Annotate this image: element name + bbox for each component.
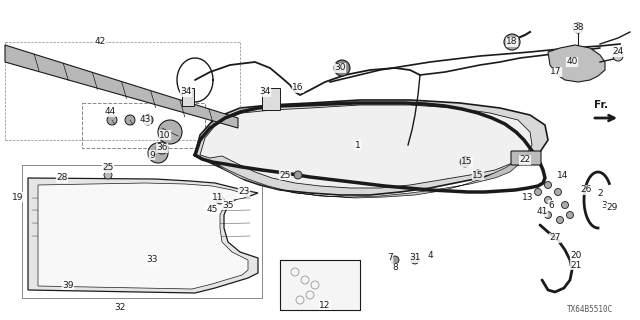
Text: 32: 32 [115, 303, 125, 313]
Text: Fr.: Fr. [594, 100, 608, 110]
Circle shape [104, 164, 112, 172]
Circle shape [460, 157, 470, 167]
Text: 31: 31 [409, 253, 420, 262]
Circle shape [411, 256, 419, 264]
Text: 2: 2 [597, 188, 603, 197]
Text: 27: 27 [549, 234, 561, 243]
Text: 14: 14 [557, 171, 569, 180]
Circle shape [561, 202, 568, 209]
Text: 9: 9 [149, 150, 155, 159]
Circle shape [557, 217, 563, 223]
Text: 36: 36 [156, 143, 168, 153]
Circle shape [158, 120, 182, 144]
Polygon shape [280, 260, 360, 310]
Text: 19: 19 [12, 193, 24, 202]
Polygon shape [210, 158, 520, 198]
Polygon shape [200, 105, 532, 188]
Circle shape [573, 23, 583, 33]
Polygon shape [28, 178, 258, 293]
Polygon shape [5, 45, 238, 128]
Text: 26: 26 [580, 186, 592, 195]
Text: 41: 41 [536, 207, 548, 217]
Circle shape [148, 143, 168, 163]
Circle shape [143, 115, 153, 125]
Text: 33: 33 [147, 255, 157, 265]
Text: 38: 38 [572, 23, 584, 33]
Circle shape [545, 196, 552, 204]
Text: 22: 22 [520, 156, 531, 164]
Text: 15: 15 [472, 171, 484, 180]
Bar [262, 88, 280, 110]
Circle shape [294, 171, 302, 179]
Text: 40: 40 [566, 58, 578, 67]
Text: 21: 21 [570, 260, 582, 269]
Text: 18: 18 [506, 37, 518, 46]
Circle shape [334, 60, 350, 76]
Circle shape [473, 170, 483, 180]
Text: 15: 15 [461, 157, 473, 166]
Text: 17: 17 [550, 68, 562, 76]
Circle shape [545, 181, 552, 188]
Polygon shape [548, 45, 605, 82]
Text: 6: 6 [548, 201, 554, 210]
Text: 25: 25 [279, 171, 291, 180]
Text: 11: 11 [212, 194, 224, 203]
Text: 43: 43 [140, 116, 150, 124]
Text: 23: 23 [238, 188, 250, 196]
Circle shape [504, 34, 520, 50]
Text: 30: 30 [334, 63, 346, 73]
Text: 34: 34 [259, 87, 271, 97]
Bar [182, 88, 194, 106]
Circle shape [566, 212, 573, 219]
Text: 10: 10 [159, 131, 171, 140]
Circle shape [545, 212, 552, 219]
Text: 1: 1 [355, 140, 361, 149]
Circle shape [125, 115, 135, 125]
Text: 7: 7 [387, 253, 393, 262]
Text: 25: 25 [102, 164, 114, 172]
Text: 3: 3 [601, 201, 607, 210]
Text: 29: 29 [606, 204, 618, 212]
Circle shape [391, 256, 399, 264]
Circle shape [534, 188, 541, 196]
Polygon shape [195, 100, 548, 195]
Text: 28: 28 [56, 173, 68, 182]
Text: 34: 34 [180, 87, 192, 97]
Text: 35: 35 [222, 201, 234, 210]
Circle shape [104, 171, 112, 179]
Text: 39: 39 [62, 281, 74, 290]
Text: 12: 12 [319, 300, 331, 309]
Text: 24: 24 [612, 47, 623, 57]
Text: 45: 45 [206, 205, 218, 214]
Text: 20: 20 [570, 251, 582, 260]
Text: 44: 44 [104, 108, 116, 116]
Circle shape [554, 188, 561, 196]
Text: 8: 8 [392, 263, 398, 273]
Text: 13: 13 [522, 193, 534, 202]
Text: TX64B5510C: TX64B5510C [567, 306, 613, 315]
Circle shape [156, 142, 168, 154]
FancyBboxPatch shape [511, 151, 541, 165]
Circle shape [107, 115, 117, 125]
Text: 42: 42 [94, 37, 106, 46]
Text: 4: 4 [427, 251, 433, 260]
Circle shape [613, 51, 623, 61]
Polygon shape [38, 183, 248, 289]
Circle shape [216, 196, 224, 204]
Text: 16: 16 [292, 84, 304, 92]
